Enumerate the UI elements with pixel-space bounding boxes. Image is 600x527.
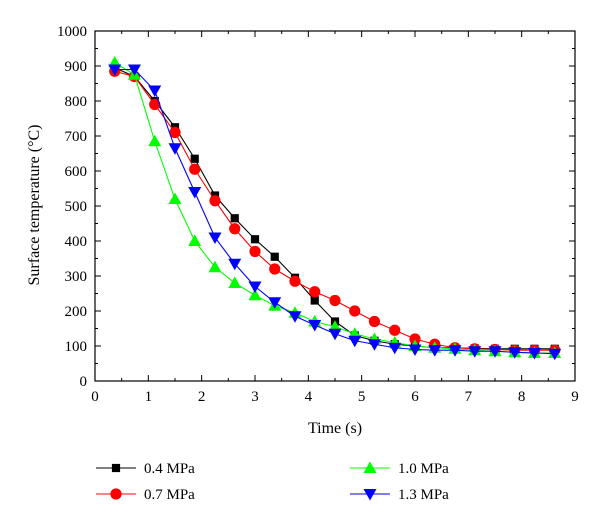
legend-label: 0.4 MPa	[144, 461, 195, 477]
data-point	[329, 294, 341, 307]
data-point	[188, 187, 202, 199]
data-point	[368, 315, 381, 328]
data-point	[208, 260, 222, 273]
data-point	[248, 281, 262, 293]
x-axis-label: Time (s)	[308, 420, 362, 437]
data-point	[488, 346, 502, 358]
series-0-4-mpa	[110, 63, 559, 353]
data-point	[169, 126, 181, 139]
legend-marker	[111, 463, 121, 473]
series-line	[114, 67, 555, 350]
x-tick-label: 2	[198, 389, 206, 405]
data-point	[409, 333, 421, 345]
data-point	[367, 339, 381, 351]
data-point	[269, 263, 281, 275]
data-point	[250, 235, 260, 244]
data-point	[230, 214, 239, 223]
x-tick-label: 4	[305, 389, 313, 405]
legend-label: 0.7 MPa	[144, 487, 195, 503]
data-point	[108, 64, 122, 76]
series-0-7-mpa	[109, 65, 561, 356]
x-tick-label: 7	[465, 389, 473, 405]
y-tick-label: 100	[65, 339, 88, 355]
y-axis-label: Surface temperature (°C)	[26, 125, 43, 286]
data-point	[228, 258, 242, 271]
y-tick-label: 600	[65, 164, 88, 180]
plot-area	[108, 56, 562, 361]
y-tick-label: 400	[65, 234, 88, 250]
axes: 0 1 2 3 4 5 6 7 8 9 0 100 200 300 400 500 600 700 800 900 10…	[57, 24, 579, 405]
legend-label: 1.0 MPa	[398, 461, 449, 477]
y-tick-label: 1000	[57, 24, 87, 40]
data-point	[348, 335, 362, 348]
x-tick-label: 3	[251, 389, 259, 405]
data-point	[328, 328, 342, 341]
data-point	[148, 134, 162, 147]
data-point	[127, 64, 141, 76]
x-tick-label: 6	[411, 389, 419, 405]
data-point	[189, 163, 201, 175]
data-point	[168, 192, 182, 204]
legend-entry: 0.7 MPa	[96, 487, 195, 503]
data-point	[448, 345, 462, 357]
x-tick-label: 5	[358, 389, 366, 405]
legend-entry: 1.0 MPa	[350, 461, 449, 477]
data-point	[309, 286, 321, 298]
data-point	[508, 347, 522, 359]
legend-entry: 0.4 MPa	[96, 461, 195, 477]
x-tick-label: 9	[571, 389, 579, 405]
data-point	[310, 296, 319, 305]
x-tick-label: 0	[91, 389, 99, 405]
data-point	[270, 252, 279, 261]
legend-entry: 1.3 MPa	[350, 487, 449, 503]
data-point	[389, 324, 401, 336]
data-point	[388, 342, 402, 355]
y-tick-label: 900	[65, 59, 88, 75]
data-point	[208, 232, 222, 244]
data-point	[468, 346, 482, 358]
data-point	[190, 154, 199, 163]
data-point	[349, 305, 361, 317]
series-1-0-mpa	[108, 56, 562, 358]
data-point	[248, 288, 262, 301]
data-point	[408, 344, 422, 356]
y-tick-label: 700	[65, 129, 88, 145]
legend-label: 1.3 MPa	[398, 487, 449, 503]
x-tick-label: 8	[518, 389, 526, 405]
data-point	[168, 143, 182, 155]
data-point	[228, 276, 242, 288]
y-tick-label: 500	[65, 199, 88, 215]
x-tick-label: 1	[145, 389, 153, 405]
series-1-3-mpa	[108, 64, 562, 361]
data-point	[209, 195, 221, 207]
data-point	[288, 311, 302, 323]
data-point	[268, 297, 282, 309]
data-point	[249, 245, 261, 258]
y-tick-label: 800	[65, 94, 88, 110]
legend: 0.4 MPa 0.7 MPa 1.0 MPa 1.3 MPa	[96, 461, 449, 503]
data-point	[289, 275, 301, 287]
legend-marker	[363, 489, 377, 501]
y-tick-label: 0	[80, 374, 88, 390]
legend-marker	[363, 461, 377, 473]
data-point	[548, 348, 562, 361]
data-point	[229, 223, 241, 235]
data-point	[148, 85, 162, 97]
data-point	[188, 234, 202, 246]
data-point	[308, 320, 322, 332]
data-point	[527, 348, 541, 360]
data-point	[428, 345, 442, 357]
y-tick-label: 200	[65, 304, 88, 320]
data-point	[149, 98, 161, 111]
legend-marker	[110, 488, 122, 500]
y-tick-label: 300	[65, 269, 88, 285]
series-line	[114, 62, 555, 354]
